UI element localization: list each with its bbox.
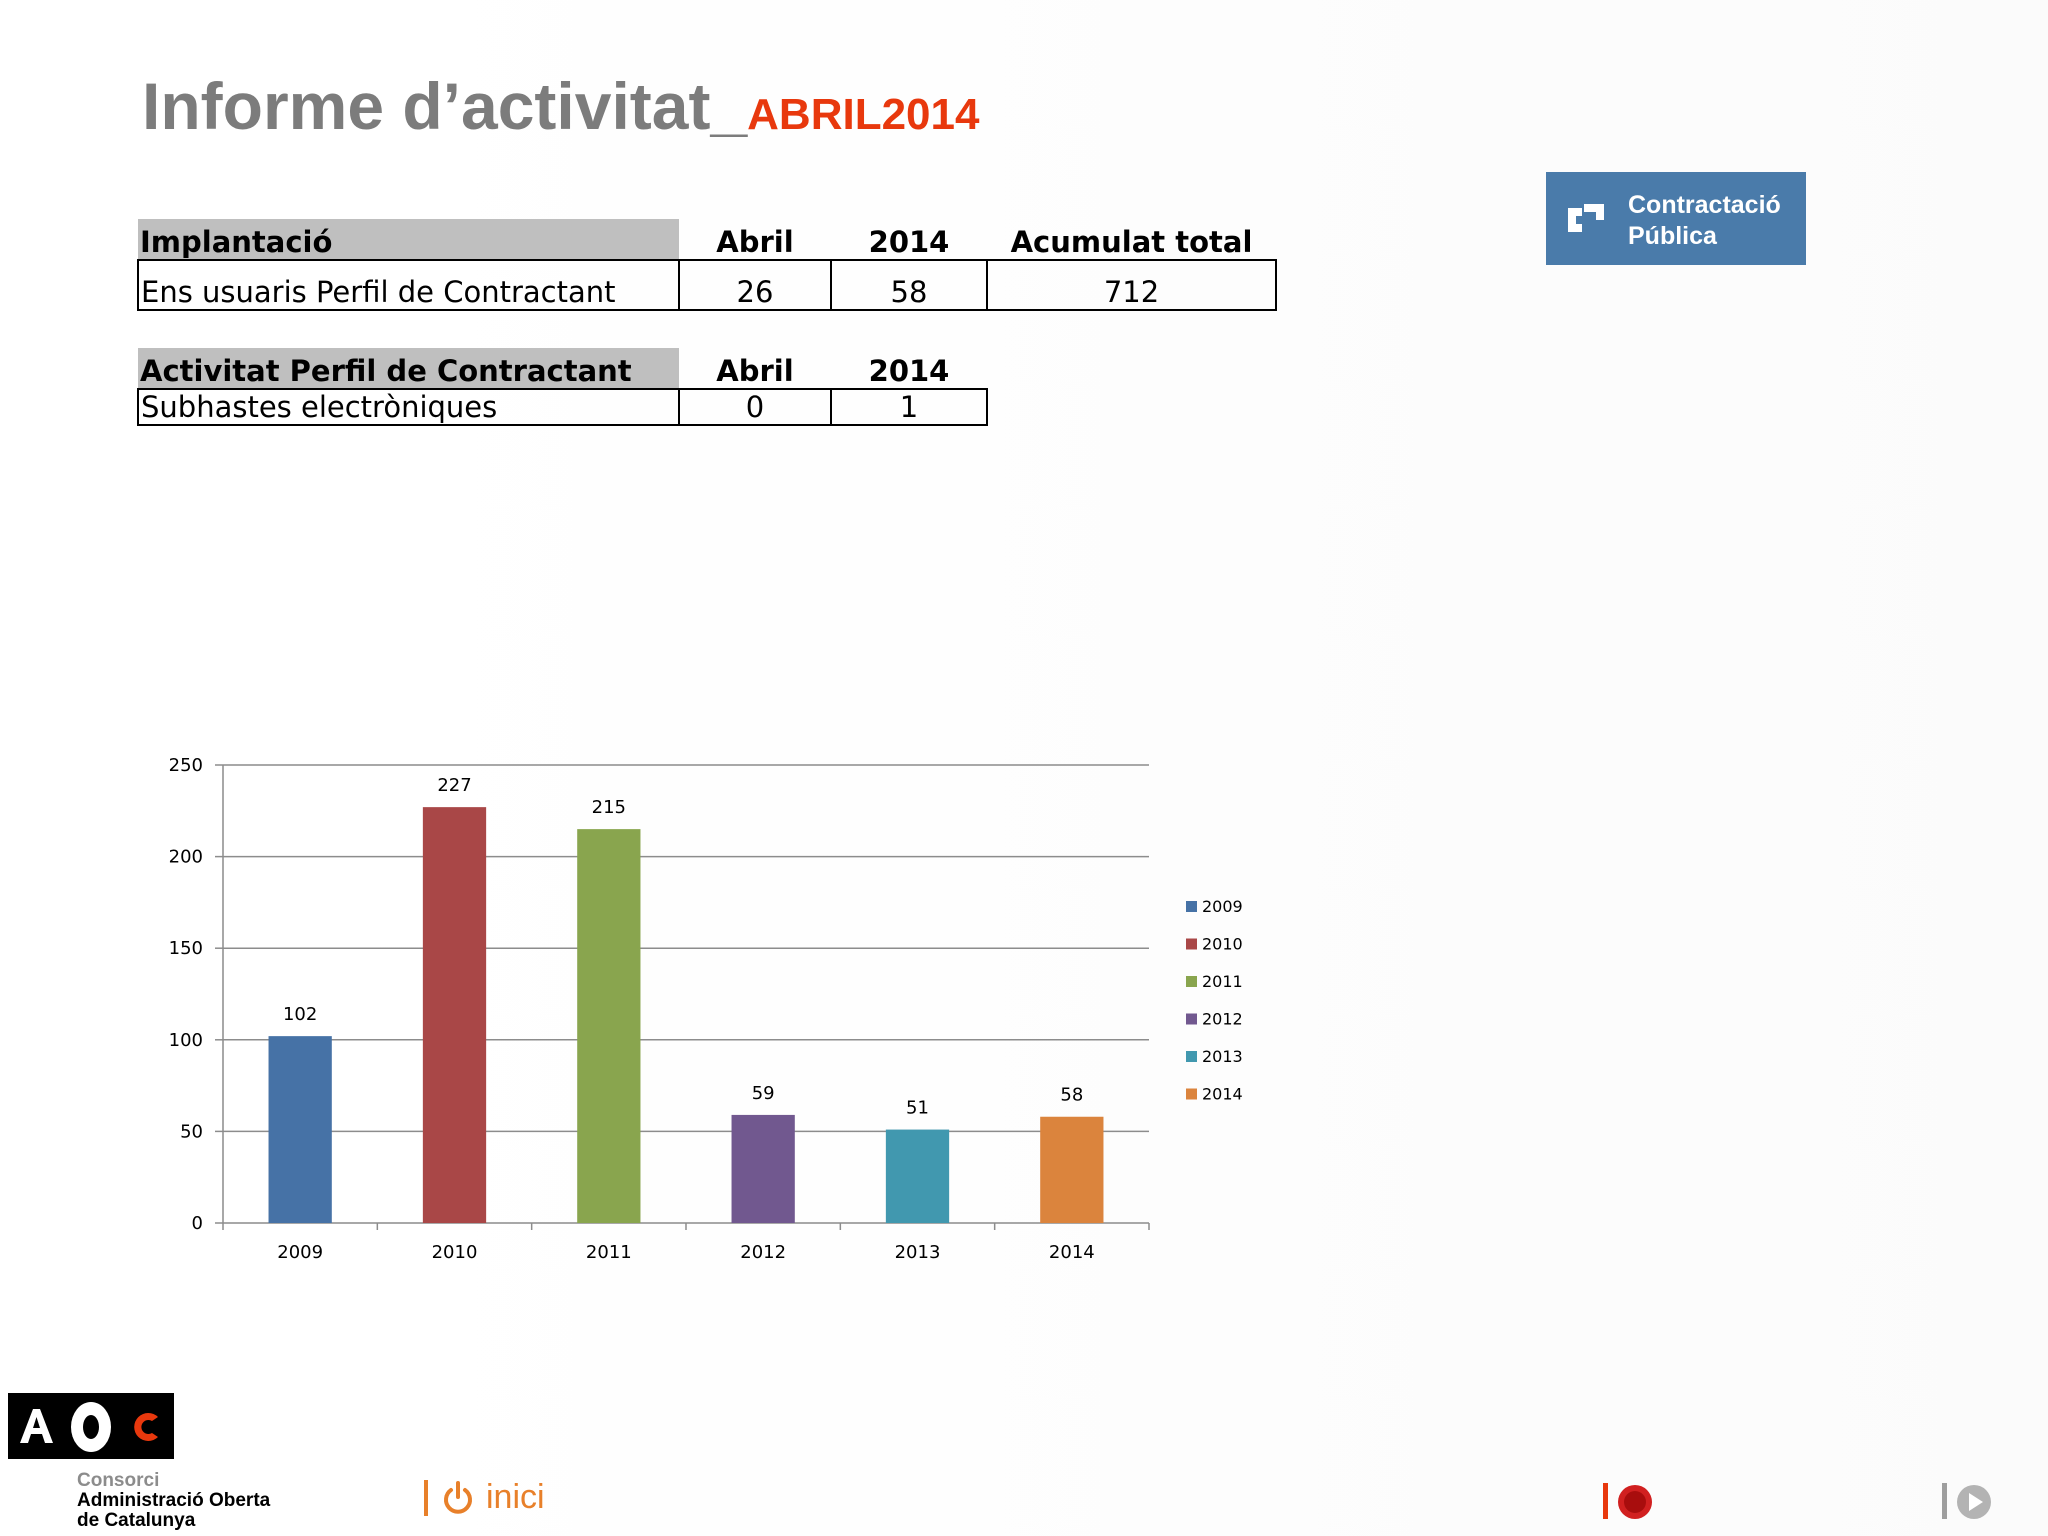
org-line3: de Catalunya [77,1510,196,1531]
bar-2009 [268,1036,332,1223]
badge-line2: Pública [1628,222,1717,250]
legend-label: 2012 [1202,1010,1243,1029]
title-main: Informe d’activitat_ [142,69,748,143]
table-header-cell: Activitat Perfil de Contractant [138,348,679,389]
table-row: Subhastes electròniques 0 1 [137,388,988,426]
data-label: 102 [283,1004,317,1025]
y-tick-label: 50 [180,1121,203,1142]
y-tick-label: 150 [169,938,203,959]
legend-label: 2009 [1202,897,1243,916]
table-cell: Subhastes electròniques [137,388,680,426]
aoc-logo [8,1393,174,1459]
separator [1603,1483,1608,1519]
title-accent: ABRIL2014 [747,90,980,139]
x-tick-label: 2014 [1049,1242,1095,1263]
play-icon[interactable] [1955,1483,1993,1521]
table-header-cell: 2014 [868,354,950,388]
y-tick-label: 200 [169,847,203,868]
x-tick-label: 2009 [277,1242,323,1263]
legend-swatch [1186,976,1197,987]
table-cell: Ens usuaris Perfil de Contractant [137,259,680,311]
x-tick-label: 2011 [586,1242,632,1263]
data-label: 227 [437,775,471,796]
bar-chart: 0 50 100 150 200 250 102 2009 227 2010 215 2011 59 20… [169,755,1243,1263]
x-tick-label: 2012 [740,1242,786,1263]
table-cell: 0 [678,388,832,426]
data-label: 59 [752,1083,775,1104]
table-header-cell: Abril [716,225,794,259]
power-icon [444,1480,472,1514]
badge-text: Contractació Pública [1628,190,1781,252]
home-label: inici [486,1478,545,1516]
table-header-row: Implantació Abril 2014 Acumulat total [138,219,1276,260]
activitat-table: Activitat Perfil de Contractant Abril 20… [137,348,988,426]
data-label: 215 [592,797,626,818]
table-cell: 58 [830,259,988,311]
home-link[interactable]: inici [424,1478,545,1517]
table-header-cell: 2014 [868,225,950,259]
bar-2013 [885,1129,950,1223]
table-cell: 712 [986,259,1277,311]
x-tick-label: 2013 [895,1242,941,1263]
bar-2010 [422,807,487,1223]
data-label: 51 [906,1098,929,1119]
x-tick-label: 2010 [432,1242,478,1263]
legend-label: 2011 [1202,972,1243,991]
aoc-logo-icon [20,1402,158,1452]
contractacio-logo-icon [1568,204,1604,232]
org-line2: Administració Oberta [77,1490,271,1511]
table-header-cell: Implantació [138,219,679,260]
page-title: Informe d’activitat_ABRIL2014 [142,68,979,144]
legend-swatch [1186,1051,1197,1062]
data-label: 58 [1060,1085,1083,1106]
legend-swatch [1186,1088,1197,1100]
y-tick-label: 0 [192,1213,203,1234]
record-icon[interactable] [1616,1483,1654,1521]
contractacio-badge[interactable]: Contractació Pública [1546,172,1806,265]
legend-label: 2014 [1202,1085,1243,1104]
legend-swatch [1186,938,1197,950]
table-header-cell: Acumulat total [1010,225,1253,259]
legend-label: 2013 [1202,1047,1243,1066]
table-cell: 26 [678,259,832,311]
y-tick-label: 250 [169,755,203,776]
aoc-org-name: Consorci Administració Oberta de Catalun… [77,1471,270,1531]
bar-2011 [577,829,641,1223]
legend-swatch [1186,1013,1197,1025]
implantacio-table: Implantació Abril 2014 Acumulat total En… [137,219,1277,311]
org-line1: Consorci [77,1470,160,1491]
y-tick-label: 100 [169,1030,203,1051]
table-header-row: Activitat Perfil de Contractant Abril 20… [138,348,987,389]
table-header-cell: Abril [716,354,794,388]
separator [1942,1483,1947,1519]
bar-2012 [731,1114,795,1223]
table-cell: 1 [830,388,988,426]
separator [424,1479,428,1516]
badge-line1: Contractació [1628,191,1781,219]
legend-swatch [1186,901,1197,912]
bar-2014 [1040,1116,1104,1223]
legend-label: 2010 [1202,935,1243,954]
table-row: Ens usuaris Perfil de Contractant 26 58 … [137,259,1277,311]
